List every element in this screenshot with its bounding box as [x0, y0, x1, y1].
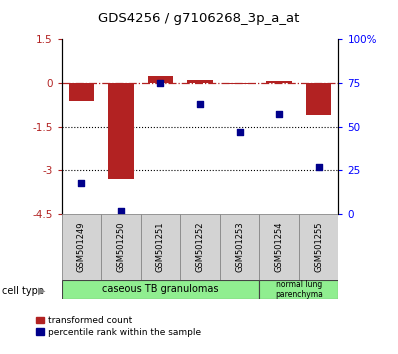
Bar: [141, 214, 180, 280]
Point: [236, 129, 243, 135]
Bar: [259, 280, 338, 299]
Bar: [62, 280, 259, 299]
Point: [315, 164, 322, 170]
Bar: [220, 214, 259, 280]
Bar: [62, 214, 101, 280]
Bar: [227, 83, 252, 85]
Bar: [266, 81, 292, 83]
Legend: transformed count, percentile rank within the sample: transformed count, percentile rank withi…: [36, 316, 201, 337]
Text: GSM501251: GSM501251: [156, 222, 165, 272]
Text: GDS4256 / g7106268_3p_a_at: GDS4256 / g7106268_3p_a_at: [98, 12, 300, 25]
Bar: [148, 76, 173, 83]
Bar: [108, 83, 134, 178]
Bar: [299, 214, 338, 280]
Text: GSM501249: GSM501249: [77, 222, 86, 272]
Point: [197, 101, 203, 107]
Bar: [180, 214, 220, 280]
Text: GSM501252: GSM501252: [195, 222, 205, 272]
Text: GSM501250: GSM501250: [117, 222, 125, 272]
Text: caseous TB granulomas: caseous TB granulomas: [102, 284, 219, 295]
Point: [118, 208, 124, 213]
Point: [157, 80, 164, 86]
Text: normal lung
parenchyma: normal lung parenchyma: [275, 280, 323, 299]
Text: GSM501254: GSM501254: [275, 222, 283, 272]
Text: cell type: cell type: [2, 286, 44, 296]
Bar: [306, 83, 332, 115]
Text: GSM501255: GSM501255: [314, 222, 323, 272]
Bar: [187, 80, 213, 83]
Text: ▶: ▶: [38, 286, 45, 296]
Text: GSM501253: GSM501253: [235, 222, 244, 272]
Bar: [259, 214, 299, 280]
Point: [276, 112, 282, 117]
Bar: [101, 214, 141, 280]
Point: [78, 180, 85, 185]
Bar: [68, 83, 94, 101]
